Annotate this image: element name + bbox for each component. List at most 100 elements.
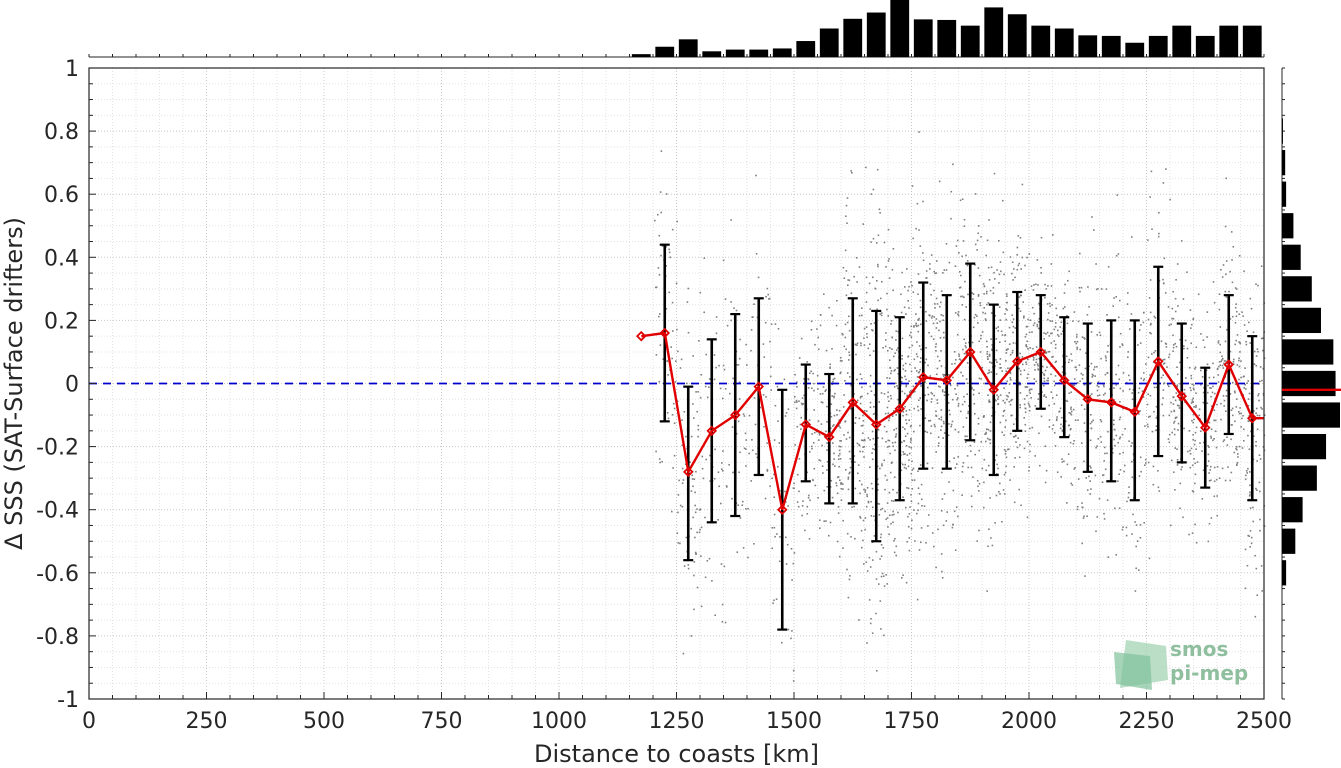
- scatter-point: [1007, 448, 1009, 451]
- scatter-point: [1189, 387, 1192, 389]
- scatter-point: [1056, 334, 1059, 336]
- scatter-point: [819, 393, 822, 395]
- scatter-point: [1240, 426, 1242, 428]
- scatter-point: [1248, 321, 1250, 324]
- scatter-point: [910, 331, 912, 334]
- scatter-point: [847, 478, 850, 480]
- scatter-point: [1040, 266, 1042, 269]
- scatter-point: [1239, 407, 1241, 409]
- scatter-point: [1155, 386, 1158, 389]
- scatter-point: [897, 347, 899, 349]
- logo-text-pi-mep: pi-mep: [1170, 661, 1248, 685]
- scatter-point: [940, 429, 942, 431]
- scatter-point: [1097, 288, 1099, 290]
- scatter-point: [887, 260, 890, 262]
- scatter-point: [1189, 466, 1192, 469]
- scatter-point: [777, 328, 780, 330]
- scatter-point: [1011, 352, 1014, 354]
- scatter-point: [895, 545, 898, 548]
- scatter-point: [907, 526, 910, 528]
- scatter-point: [1014, 276, 1016, 279]
- scatter-point: [708, 557, 711, 560]
- scatter-point: [1123, 470, 1125, 473]
- scatter-point: [977, 485, 979, 488]
- scatter-point: [979, 351, 982, 353]
- scatter-point: [1054, 361, 1057, 364]
- scatter-point: [1220, 269, 1222, 271]
- scatter-point: [905, 467, 907, 470]
- scatter-point: [1194, 439, 1196, 442]
- scatter-point: [923, 505, 926, 507]
- scatter-point: [1213, 376, 1215, 379]
- scatter-point: [849, 458, 852, 460]
- mean-marker: [917, 371, 929, 383]
- scatter-point: [1132, 389, 1135, 391]
- scatter-point: [1061, 371, 1064, 374]
- scatter-point: [697, 435, 699, 438]
- right-histogram-bar: [1282, 118, 1283, 144]
- scatter-point: [1192, 434, 1194, 436]
- scatter-point: [1095, 288, 1098, 291]
- scatter-point: [991, 348, 993, 350]
- scatter-point: [921, 505, 923, 507]
- scatter-point: [1090, 467, 1092, 469]
- scatter-point: [854, 537, 856, 540]
- scatter-point: [900, 469, 903, 472]
- scatter-point: [945, 243, 948, 245]
- scatter-point: [931, 393, 934, 395]
- scatter-point: [692, 485, 694, 488]
- scatter-point: [1220, 418, 1222, 421]
- scatter-point: [1068, 270, 1070, 273]
- scatter-point: [1170, 401, 1172, 404]
- scatter-point: [1023, 317, 1025, 319]
- scatter-point: [1000, 270, 1002, 273]
- scatter-point: [995, 359, 997, 361]
- scatter-point: [929, 283, 932, 285]
- scatter-point: [1121, 528, 1124, 531]
- scatter-point: [906, 268, 908, 270]
- mean-marker: [1152, 356, 1164, 367]
- scatter-point: [819, 314, 822, 316]
- scatter-point: [777, 465, 779, 468]
- scatter-point: [992, 292, 995, 295]
- scatter-point: [676, 220, 678, 223]
- scatter-point: [689, 461, 691, 463]
- scatter-point: [967, 410, 970, 413]
- scatter-point: [882, 547, 885, 549]
- scatter-point: [1171, 317, 1173, 320]
- scatter-point: [1193, 418, 1195, 421]
- scatter-point: [991, 344, 993, 346]
- scatter-point: [1038, 302, 1040, 305]
- mean-marker: [988, 384, 1000, 396]
- scatter-point: [660, 211, 662, 214]
- scatter-point: [1022, 363, 1024, 366]
- scatter-point: [1175, 345, 1178, 348]
- scatter-point: [851, 506, 853, 508]
- scatter-point: [718, 364, 720, 367]
- scatter-point: [722, 470, 724, 472]
- scatter-point: [687, 567, 690, 570]
- scatter-point: [726, 486, 728, 488]
- scatter-point: [1220, 360, 1223, 363]
- scatter-point: [1222, 367, 1225, 369]
- scatter-point: [863, 439, 866, 442]
- scatter-point: [1202, 401, 1205, 404]
- scatter-point: [1186, 357, 1189, 359]
- scatter-point: [1237, 453, 1239, 455]
- scatter-point: [860, 342, 862, 344]
- scatter-point: [1032, 324, 1035, 327]
- scatter-point: [1005, 465, 1007, 468]
- scatter-point: [938, 442, 940, 444]
- scatter-point: [908, 537, 911, 539]
- scatter-point: [917, 324, 920, 327]
- scatter-point: [919, 306, 922, 309]
- scatter-point: [982, 311, 984, 314]
- scatter-point: [1026, 325, 1029, 328]
- scatter-point: [940, 365, 943, 367]
- scatter-point: [704, 516, 706, 519]
- top-histogram-bar: [678, 39, 698, 57]
- scatter-point: [806, 361, 808, 363]
- scatter-point: [866, 392, 869, 395]
- scatter-point: [948, 261, 951, 264]
- scatter-point: [973, 441, 976, 443]
